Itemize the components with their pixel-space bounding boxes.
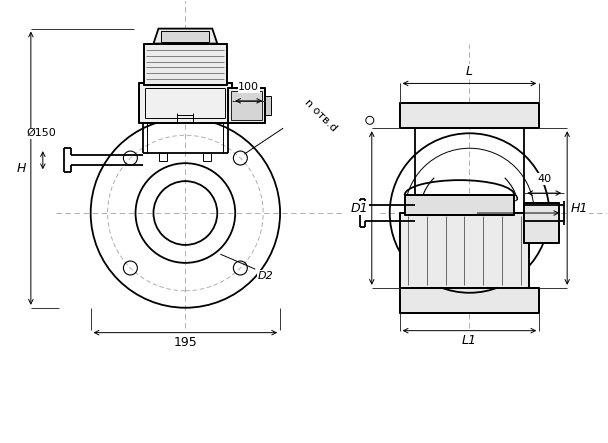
Bar [203,153,212,161]
Bar [162,31,209,42]
Bar [524,203,559,243]
Bar [139,83,232,123]
Bar [159,153,167,161]
Text: H: H [16,162,26,175]
Text: L1: L1 [462,334,477,347]
Text: 195: 195 [173,336,197,349]
Text: 100: 100 [238,82,259,92]
Text: H1: H1 [570,202,588,214]
Bar [399,213,530,288]
Text: L: L [466,65,473,78]
Text: n отв.d: n отв.d [302,97,338,133]
Bar [231,91,262,120]
Bar [399,103,539,128]
Text: Ø150: Ø150 [26,128,56,138]
Bar [265,97,271,115]
Text: D2: D2 [257,271,273,281]
Bar [143,43,227,85]
Bar [405,195,514,215]
Bar [399,288,539,313]
Polygon shape [153,29,217,43]
Bar [228,89,265,123]
Text: D1: D1 [351,202,368,214]
Text: 40: 40 [537,174,551,184]
